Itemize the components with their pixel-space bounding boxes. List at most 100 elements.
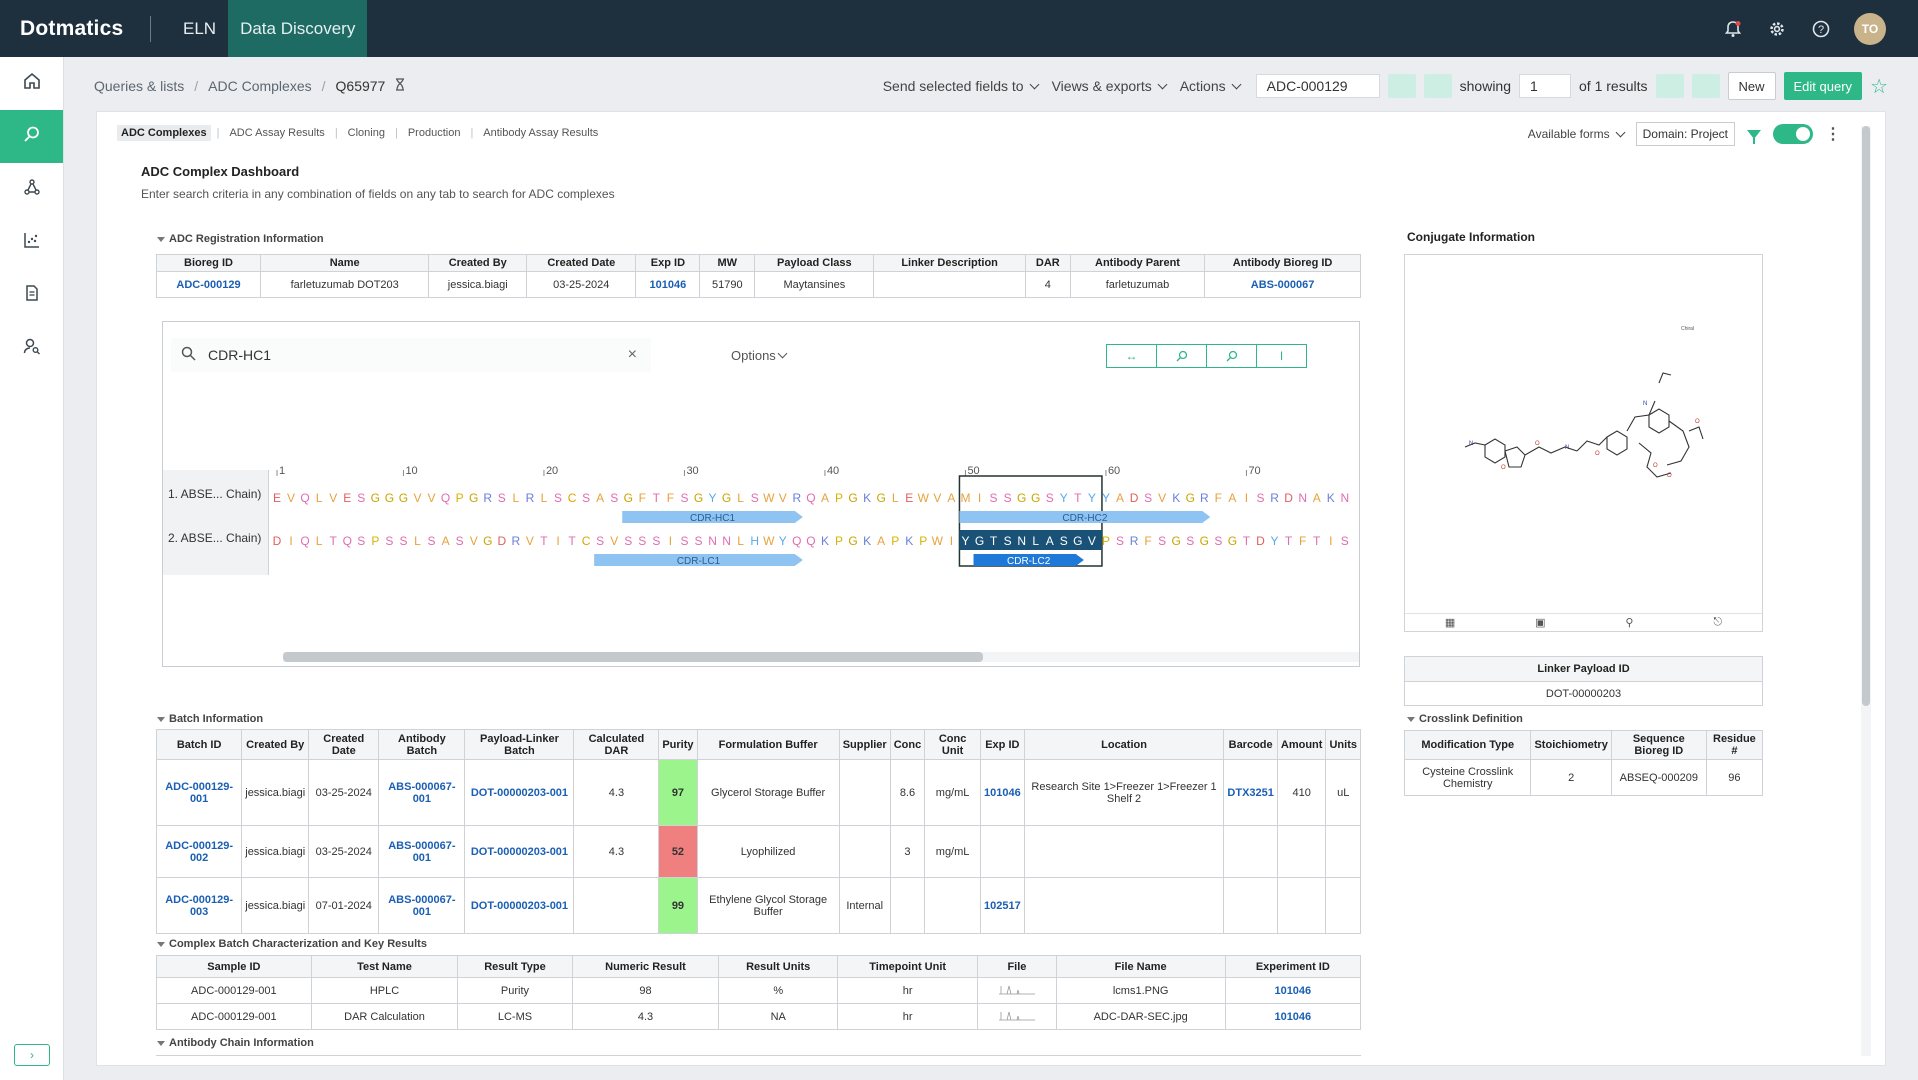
registration-header-created-by[interactable]: Created By	[428, 254, 528, 272]
residue[interactable]: G	[1031, 491, 1040, 505]
residue[interactable]: V	[470, 534, 478, 548]
residue[interactable]: Y	[1088, 491, 1096, 505]
residue[interactable]: P	[891, 534, 899, 548]
zoom-out-icon[interactable]	[1206, 344, 1257, 368]
registration-header-linker-description[interactable]: Linker Description	[873, 254, 1026, 272]
residue[interactable]: Q	[300, 534, 309, 548]
residue[interactable]: Y	[779, 534, 787, 548]
residue[interactable]: R	[483, 491, 492, 505]
residue[interactable]: S	[1144, 491, 1152, 505]
sidebar-item-documents[interactable]	[0, 269, 63, 322]
batch-header-exp-id[interactable]: Exp ID	[979, 729, 1025, 760]
batch-cell-barcode[interactable]: DTX3251	[1223, 759, 1278, 826]
residue[interactable]: T	[568, 534, 576, 548]
residue[interactable]: E	[273, 491, 281, 505]
residue[interactable]: V	[428, 491, 436, 505]
breadcrumb-queries[interactable]: Queries & lists	[94, 78, 185, 94]
residue[interactable]: S	[582, 491, 590, 505]
residue[interactable]: T	[990, 534, 998, 548]
residue[interactable]: G	[399, 491, 408, 505]
residue[interactable]: Q	[300, 491, 309, 505]
table-row[interactable]: ADC-000129-001 DAR Calculation LC-MS 4.3 NA h…	[156, 1003, 1362, 1030]
batch-cell-payload-linker-batch-link[interactable]: DOT-00000203-001	[470, 899, 569, 912]
sequence-search-input[interactable]: CDR-HC1	[208, 347, 271, 363]
batch-header-payload-linker-batch[interactable]: Payload-Linker Batch	[464, 729, 575, 760]
vertical-scrollbar[interactable]	[1861, 126, 1871, 1056]
residue[interactable]: Y	[1060, 491, 1068, 505]
batch-cell-barcode[interactable]	[1223, 825, 1278, 878]
residue[interactable]: W	[763, 491, 775, 505]
batch-section-header[interactable]: Batch Information	[157, 713, 263, 725]
residue[interactable]: G	[694, 491, 703, 505]
sequence-search-box[interactable]: CDR-HC1 ×	[171, 338, 651, 372]
registration-cell-antibody-bioreg-id-link[interactable]: ABS-000067	[1250, 278, 1315, 291]
residue[interactable]: V	[933, 491, 941, 505]
residue[interactable]: T	[1313, 534, 1321, 548]
registration-header-mw[interactable]: MW	[699, 254, 756, 272]
residue[interactable]: S	[554, 491, 562, 505]
new-button[interactable]: New	[1727, 72, 1776, 100]
residue[interactable]: S	[1046, 491, 1054, 505]
residue[interactable]: R	[1270, 491, 1279, 505]
tab-cloning[interactable]: Cloning	[347, 127, 385, 139]
characterization-header-file[interactable]: File	[977, 955, 1057, 978]
table-row[interactable]: ADC-000129-001 HPLC Purity 98% hr lcms1.PNG 10…	[156, 977, 1362, 1004]
residue[interactable]: I	[1329, 534, 1332, 548]
batch-cell-antibody-batch[interactable]: ABS-000067-001	[378, 759, 466, 826]
residue[interactable]: S	[456, 534, 464, 548]
actions-dropdown[interactable]: Actions	[1180, 78, 1242, 94]
bell-icon[interactable]	[1722, 18, 1744, 40]
batch-header-purity[interactable]: Purity	[658, 729, 698, 760]
batch-header-calculated-dar[interactable]: Calculated DAR	[573, 729, 660, 760]
domain-button[interactable]: Domain: Project	[1635, 122, 1735, 146]
registration-header-name[interactable]: Name	[260, 254, 430, 272]
batch-header-units[interactable]: Units	[1325, 729, 1361, 760]
batch-cell-batch-id[interactable]: ADC-000129-002	[155, 825, 243, 878]
residue[interactable]: S	[357, 534, 365, 548]
residue[interactable]: H	[750, 534, 759, 548]
batch-cell-exp-id[interactable]: 101046	[979, 759, 1025, 826]
residue[interactable]: V	[287, 491, 295, 505]
residue[interactable]: G	[975, 534, 984, 548]
registration-cell-bioreg-id[interactable]: ADC-000129	[155, 271, 262, 298]
residue[interactable]: S	[1214, 534, 1222, 548]
residue[interactable]: W	[918, 491, 930, 505]
registration-cell-exp-id[interactable]: 101046	[635, 271, 701, 298]
residue[interactable]: G	[722, 491, 731, 505]
residue[interactable]: N	[722, 534, 731, 548]
batch-header-antibody-batch[interactable]: Antibody Batch	[378, 729, 466, 760]
residue[interactable]: T	[1243, 534, 1251, 548]
residue[interactable]: D	[1284, 491, 1293, 505]
characterization-cell-experiment-id-link[interactable]: 101046	[1274, 984, 1312, 997]
file-thumbnail-icon[interactable]	[997, 1008, 1037, 1022]
chain-label-1[interactable]: 1. ABSE... Chain)	[168, 487, 262, 501]
residue[interactable]: L	[892, 491, 899, 505]
residue[interactable]: S	[428, 534, 436, 548]
residue[interactable]: G	[469, 491, 478, 505]
residue[interactable]: P	[919, 534, 927, 548]
tab-production[interactable]: Production	[407, 127, 461, 139]
batch-cell-payload-linker-batch-link[interactable]: DOT-00000203-001	[470, 786, 569, 799]
next-record-button[interactable]	[1655, 74, 1684, 98]
residue[interactable]: G	[1172, 534, 1181, 548]
batch-header-barcode[interactable]: Barcode	[1223, 729, 1278, 760]
residue[interactable]: L	[737, 534, 744, 548]
chain-label-2[interactable]: 2. ABSE... Chain)	[168, 531, 262, 545]
crosslink-header-sequence-bioreg-id[interactable]: Sequence Bioreg ID	[1610, 730, 1707, 760]
page-number-field[interactable]: 1	[1519, 74, 1572, 98]
residue[interactable]: A	[821, 491, 829, 505]
residue[interactable]: T	[540, 534, 548, 548]
batch-cell-antibody-batch-link[interactable]: ABS-000067-001	[388, 893, 456, 918]
residue[interactable]: K	[863, 534, 871, 548]
residue[interactable]: Q	[441, 491, 450, 505]
registration-header-bioreg-id[interactable]: Bioreg ID	[155, 254, 262, 272]
residue[interactable]: P	[835, 534, 843, 548]
sequence-track[interactable]: 1 10 20 30 40 50 60 70E V Q L V E S G G G V V Q P G R S L R L S C S A S…	[271, 462, 1359, 582]
residue[interactable]: D	[273, 534, 282, 548]
image-icon[interactable]: ▣	[1535, 617, 1546, 629]
batch-cell-payload-linker-batch-link[interactable]: DOT-00000203-001	[470, 845, 569, 858]
characterization-header-test-name[interactable]: Test Name	[310, 955, 459, 978]
residue[interactable]: I	[669, 534, 672, 548]
residue[interactable]: Q	[806, 491, 815, 505]
residue[interactable]: L	[414, 534, 421, 548]
